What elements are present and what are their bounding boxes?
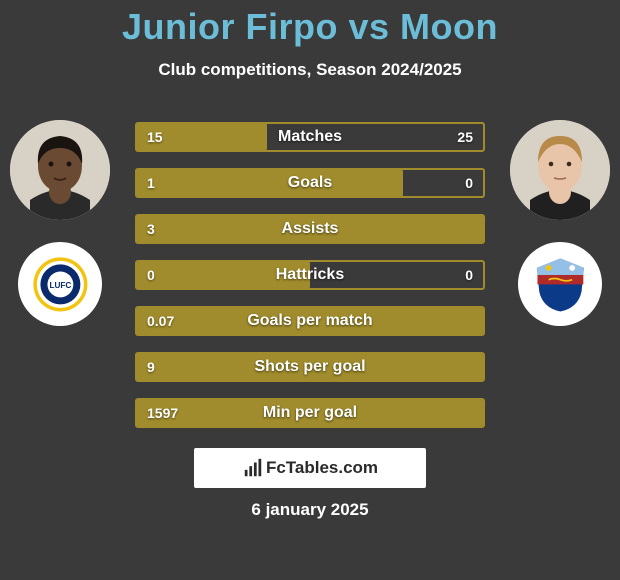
stat-row: 0.07Goals per match [135,306,485,336]
team-right-crest [518,242,602,326]
team-right-crest-svg [531,255,590,314]
date-text: 6 january 2025 [0,500,620,520]
stat-fill [137,262,310,288]
team-left-crest: LUFC [18,242,102,326]
player-right-avatar [510,120,610,220]
stat-row: 00Hattricks [135,260,485,290]
stat-right-value: 0 [455,170,483,196]
stat-fill [137,400,483,426]
team-left-crest-svg: LUFC [31,255,90,314]
stat-row: 9Shots per goal [135,352,485,382]
stat-fill [137,308,483,334]
comparison-card: Junior Firpo vs Moon Club competitions, … [0,0,620,580]
stat-fill [137,124,267,150]
brand-text: FcTables.com [266,458,378,478]
player-left-avatar [10,120,110,220]
page-subtitle: Club competitions, Season 2024/2025 [0,60,620,80]
player-left-avatar-svg [10,120,110,220]
stat-row: 10Goals [135,168,485,198]
player-right-avatar-svg [510,120,610,220]
stat-fill [137,216,483,242]
chart-icon [242,457,264,479]
stat-fill [137,170,403,196]
stat-fill [137,354,483,380]
stat-row: 1597Min per goal [135,398,485,428]
brand-badge: FcTables.com [194,448,426,488]
left-column: LUFC [10,120,110,326]
page-title: Junior Firpo vs Moon [0,0,620,48]
svg-text:LUFC: LUFC [49,281,71,290]
right-column [510,120,610,326]
stat-right-value: 0 [455,262,483,288]
stat-row: 3Assists [135,214,485,244]
stat-bars: 1525Matches 10Goals 3Assists 00Hattricks 0.0… [135,122,485,428]
stat-row: 1525Matches [135,122,485,152]
stat-right-value: 25 [447,124,483,150]
